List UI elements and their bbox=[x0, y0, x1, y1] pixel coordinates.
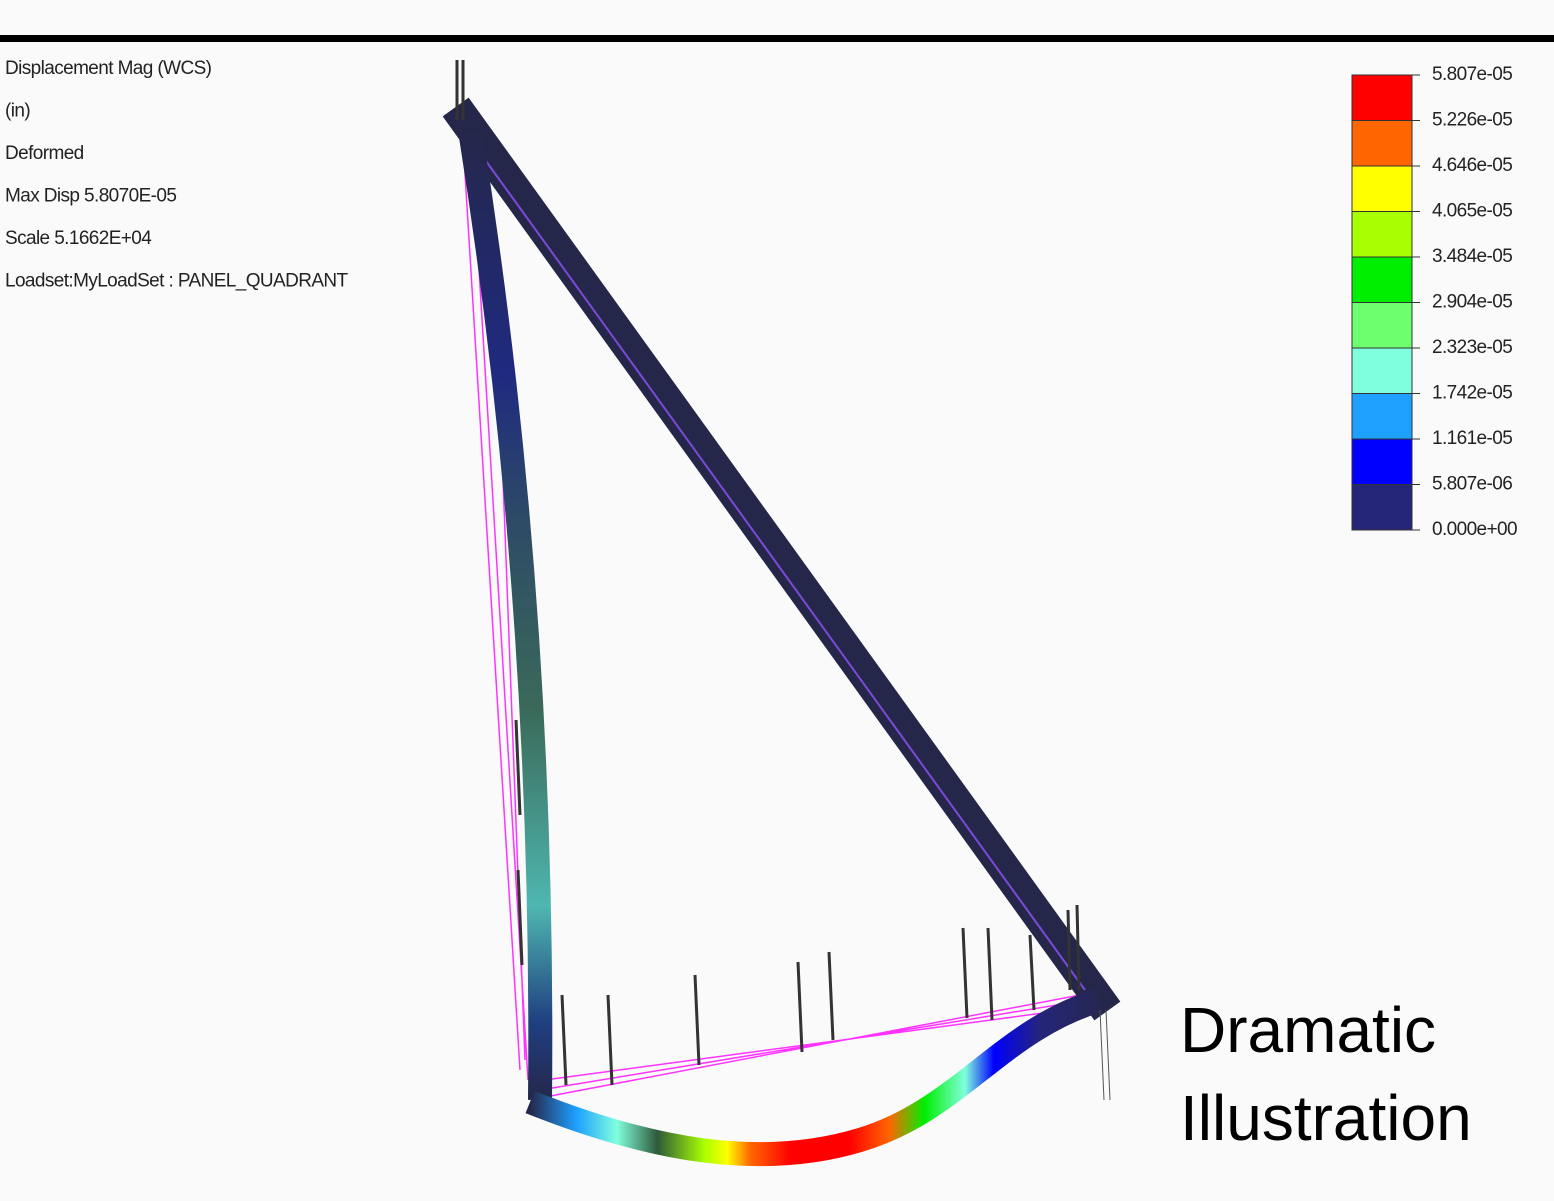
top-bar bbox=[0, 35, 1554, 42]
info-line: Displacement Mag (WCS) bbox=[5, 58, 212, 79]
info-line: Deformed bbox=[5, 143, 84, 164]
diagonal-beam bbox=[465, 120, 1098, 998]
annotation-line: Dramatic bbox=[1180, 994, 1436, 1066]
legend-swatch bbox=[1352, 257, 1412, 303]
legend-swatch bbox=[1352, 348, 1412, 394]
model bbox=[457, 60, 1110, 1154]
left-beam bbox=[470, 130, 540, 1100]
info-panel: Displacement Mag (WCS) (in) Deformed Max Di… bbox=[5, 58, 349, 292]
info-line: Max Disp 5.8070E-05 bbox=[5, 186, 176, 207]
legend-swatch bbox=[1352, 166, 1412, 212]
annotation-line: Illustration bbox=[1180, 1082, 1472, 1154]
screen: Displacement Mag (WCS) (in) Deformed Max Di… bbox=[0, 0, 1554, 1201]
legend-swatch bbox=[1352, 485, 1412, 531]
legend-label: 1.742e-05 bbox=[1432, 383, 1512, 404]
legend-label: 3.484e-05 bbox=[1432, 246, 1512, 267]
legend-label: 1.161e-05 bbox=[1432, 428, 1512, 449]
legend-label: 2.904e-05 bbox=[1432, 292, 1512, 313]
legend-swatch bbox=[1352, 303, 1412, 349]
legend-label: 0.000e+00 bbox=[1432, 519, 1517, 540]
info-line: (in) bbox=[5, 101, 30, 122]
info-line: Loadset:MyLoadSet : PANEL_QUADRANT bbox=[5, 271, 349, 292]
legend-label: 5.226e-05 bbox=[1432, 110, 1512, 131]
legend-swatch bbox=[1352, 439, 1412, 485]
info-line: Scale 5.1662E+04 bbox=[5, 228, 152, 249]
legend-label: 2.323e-05 bbox=[1432, 337, 1512, 358]
legend-label: 5.807e-05 bbox=[1432, 64, 1512, 85]
beam-edge bbox=[478, 150, 1085, 990]
legend-swatch bbox=[1352, 75, 1412, 121]
legend-label: 4.065e-05 bbox=[1432, 201, 1512, 222]
legend-swatch bbox=[1352, 212, 1412, 258]
legend-label: 5.807e-06 bbox=[1432, 474, 1512, 495]
legend: 5.807e-05 5.226e-05 4.646e-05 4.065e-05 3.48… bbox=[1352, 64, 1517, 540]
legend-swatch bbox=[1352, 121, 1412, 167]
legend-label: 4.646e-05 bbox=[1432, 155, 1512, 176]
legend-swatch bbox=[1352, 394, 1412, 440]
